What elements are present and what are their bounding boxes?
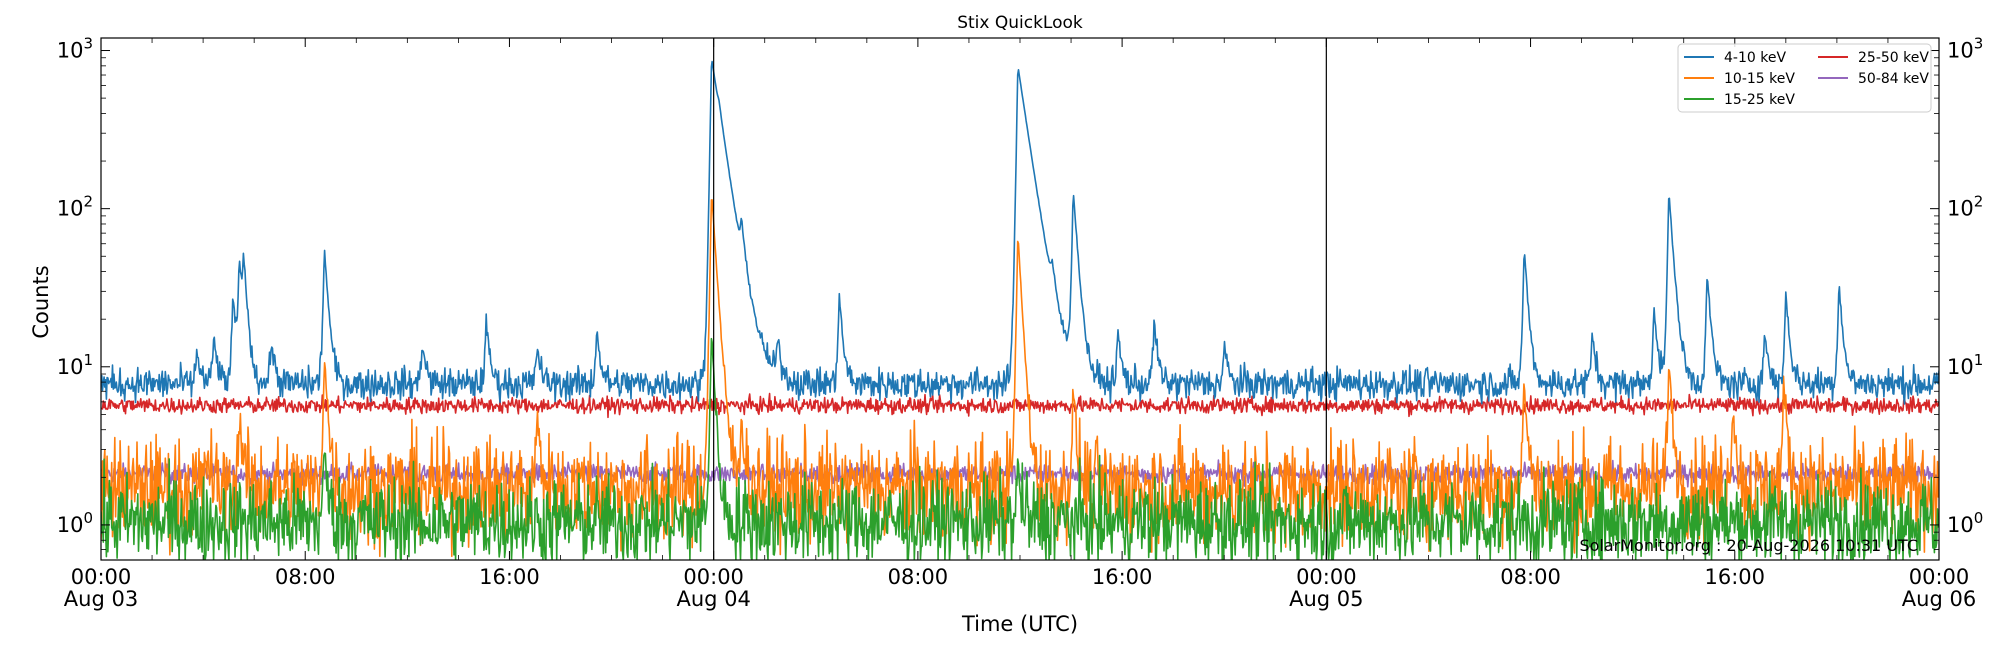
legend: 4-10 keV 10-15 keV 15-25 keV 25-50 keV 50-84… <box>1677 43 1932 113</box>
x-tick-date-label: Aug 06 <box>1902 587 1976 611</box>
x-tick-label: 08:00 <box>1500 565 1561 589</box>
x-tick-label: 00:00 <box>683 565 744 589</box>
x-tick-date-label: Aug 04 <box>676 587 750 611</box>
x-tick-label: 00:00 <box>1296 565 1357 589</box>
y-tick-label-right: 103 <box>1947 35 1983 63</box>
x-axis-label: Time (UTC) <box>961 612 1078 636</box>
legend-label: 4-10 keV <box>1724 50 1786 66</box>
x-tick-label: 00:00 <box>71 565 132 589</box>
y-axis-label: Counts <box>29 265 53 338</box>
legend-label: 25-50 keV <box>1858 50 1929 66</box>
y-tick-label-right: 101 <box>1947 351 1983 379</box>
legend-label: 15-25 keV <box>1724 92 1795 108</box>
series-line-25-50-keV <box>101 392 1939 419</box>
legend-label: 50-84 keV <box>1858 71 1929 87</box>
series-line-4-10-keV <box>101 60 1939 405</box>
y-tick-label: 101 <box>57 351 93 379</box>
y-tick-label: 100 <box>57 509 93 537</box>
credit-text: SolarMonitor.org : 20-Aug-2026 10:31 UTC <box>1579 536 1918 555</box>
y-tick-label-right: 102 <box>1947 193 1983 221</box>
x-tick-label: 16:00 <box>479 565 540 589</box>
x-tick-label: 16:00 <box>1092 565 1153 589</box>
x-tick-date-label: Aug 05 <box>1289 587 1363 611</box>
series-layer <box>101 60 1939 560</box>
x-tick-label: 00:00 <box>1909 565 1970 589</box>
x-tick-date-label: Aug 03 <box>64 587 138 611</box>
x-tick-label: 16:00 <box>1705 565 1766 589</box>
legend-box <box>1677 43 1932 113</box>
chart-title: Stix QuickLook <box>957 13 1083 33</box>
y-tick-label: 102 <box>57 193 93 221</box>
y-tick-label: 103 <box>57 35 93 63</box>
legend-label: 10-15 keV <box>1724 71 1795 87</box>
x-tick-label: 08:00 <box>888 565 949 589</box>
series-line-15-25-keV <box>101 337 1939 560</box>
y-tick-label-right: 100 <box>1947 509 1983 537</box>
day-boundaries <box>713 38 1327 560</box>
x-tick-label: 08:00 <box>275 565 336 589</box>
